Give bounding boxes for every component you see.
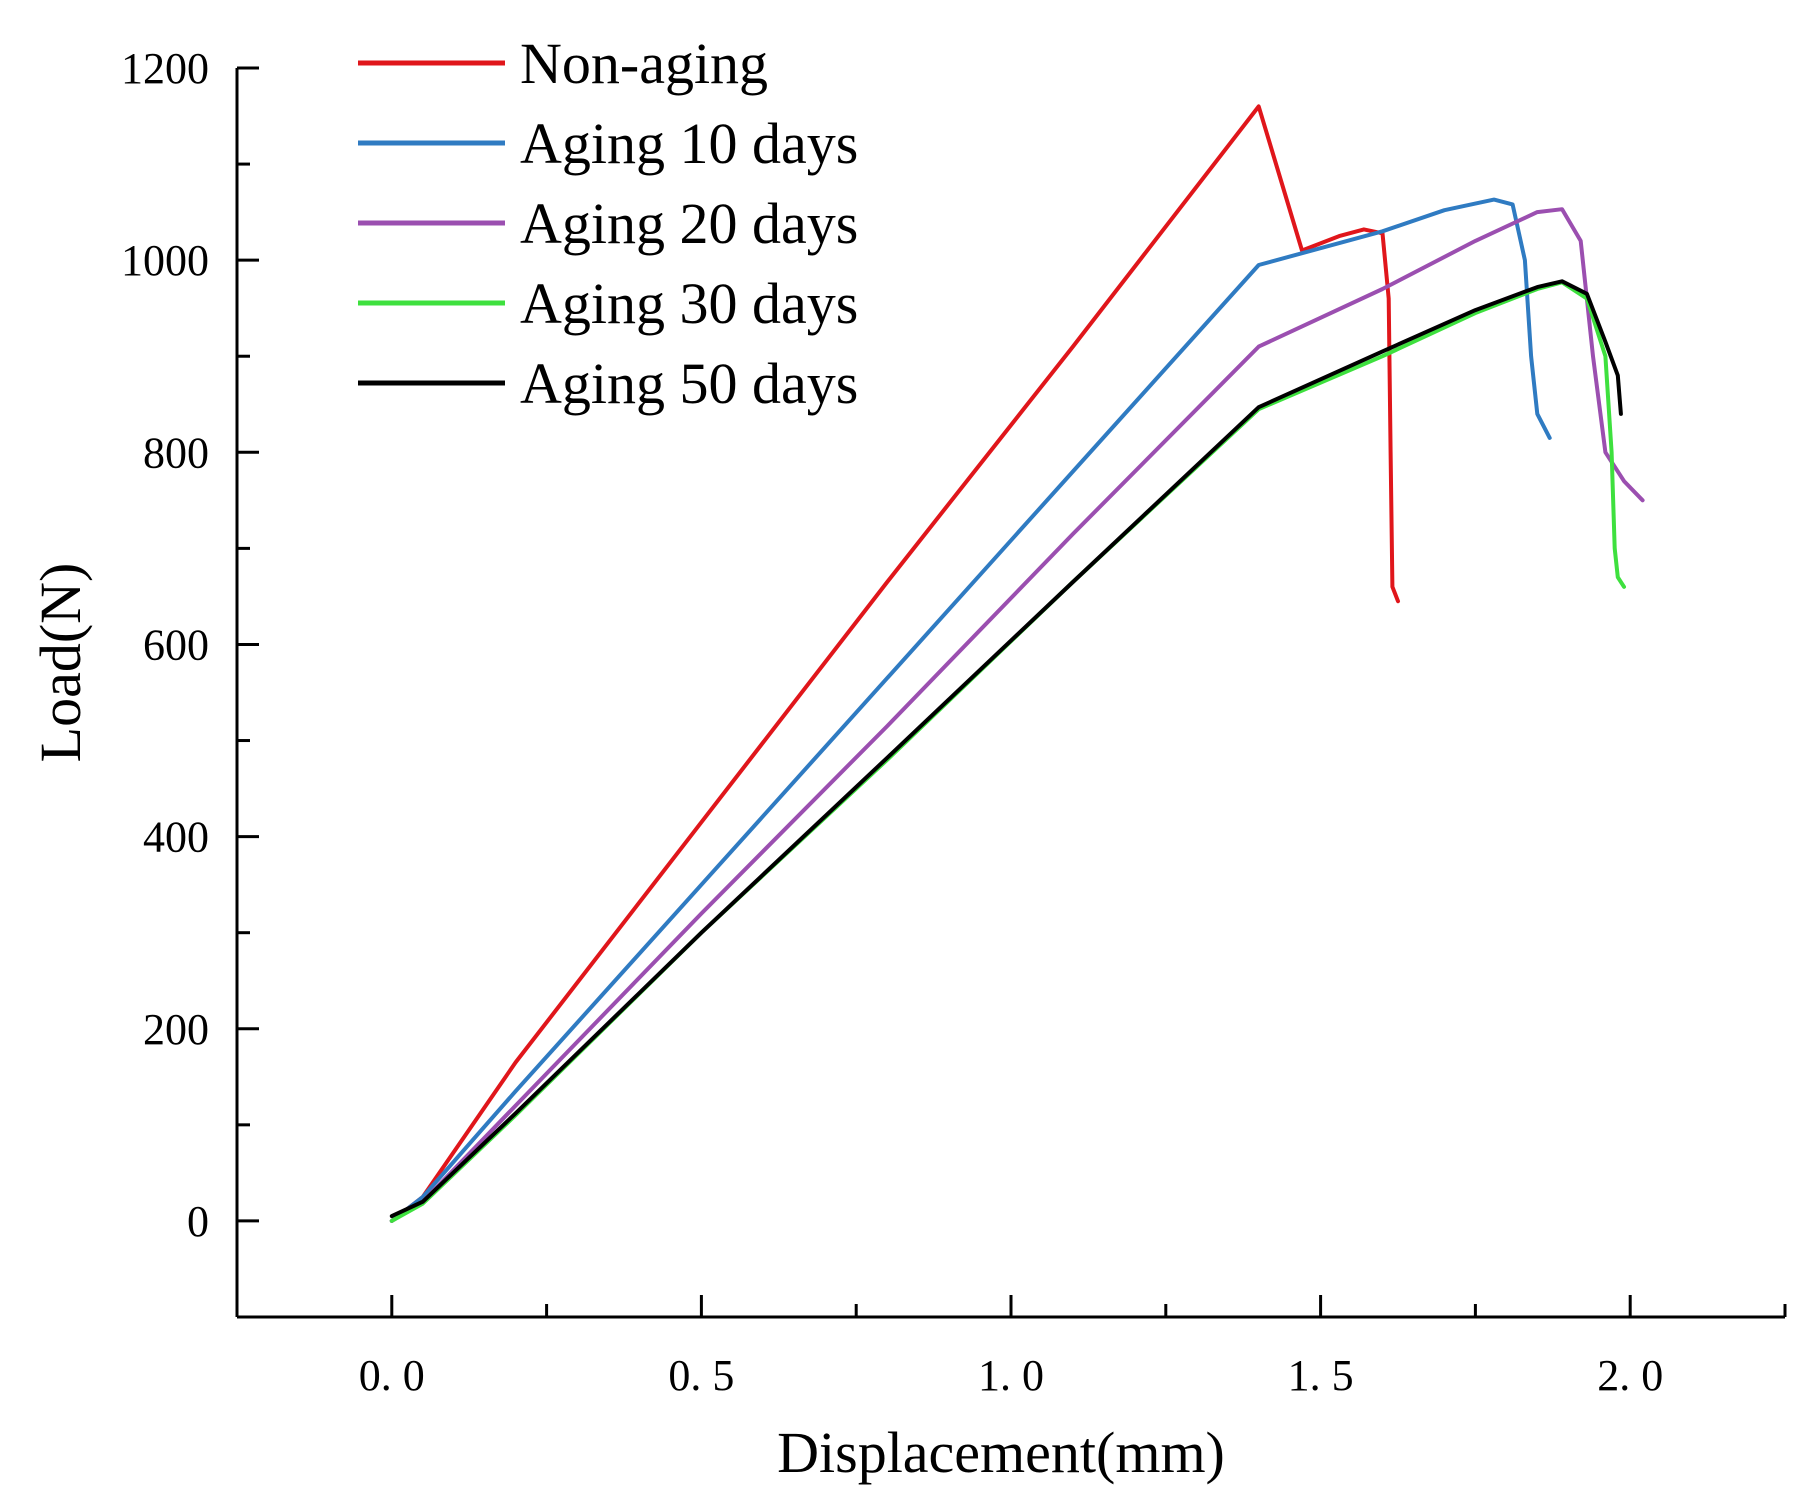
legend-label-0: Non-aging [520, 31, 768, 96]
legend-label-4: Aging 50 days [520, 351, 858, 416]
x-axis-title: Displacement(mm) [777, 1420, 1225, 1485]
x-tick-label: 2. 0 [1597, 1351, 1663, 1400]
y-tick-label: 600 [143, 620, 209, 669]
legend-label-3: Aging 30 days [520, 271, 858, 336]
series-line-0 [389, 104, 1400, 1223]
series-line-2 [389, 207, 1645, 1223]
legend: Non-aging Aging 10 days Aging 20 days Aging… [358, 31, 858, 416]
y-tick-label: 800 [143, 428, 209, 477]
x-tick-label: 1. 0 [978, 1351, 1044, 1400]
series-layer [389, 104, 1645, 1223]
y-tick-label: 400 [143, 813, 209, 862]
legend-label-2: Aging 20 days [520, 191, 858, 256]
y-axis-title: Load(N) [28, 563, 93, 763]
y-tick-label: 1200 [121, 44, 209, 93]
x-tick-label: 0. 0 [359, 1351, 425, 1400]
x-tick-label: 0. 5 [668, 1351, 734, 1400]
legend-label-1: Aging 10 days [520, 111, 858, 176]
y-tick-label: 1000 [121, 236, 209, 285]
y-tick-label: 0 [187, 1197, 209, 1246]
axes-layer: 0. 0 0. 5 1. 0 1. 5 2. 0 0 200 400 600 800 1000 120… [121, 44, 1787, 1400]
x-tick-label: 1. 5 [1288, 1351, 1354, 1400]
series-line-4 [389, 279, 1623, 1219]
y-tick-label: 200 [143, 1005, 209, 1054]
series-line-3 [389, 280, 1626, 1223]
series-line-1 [389, 197, 1552, 1223]
